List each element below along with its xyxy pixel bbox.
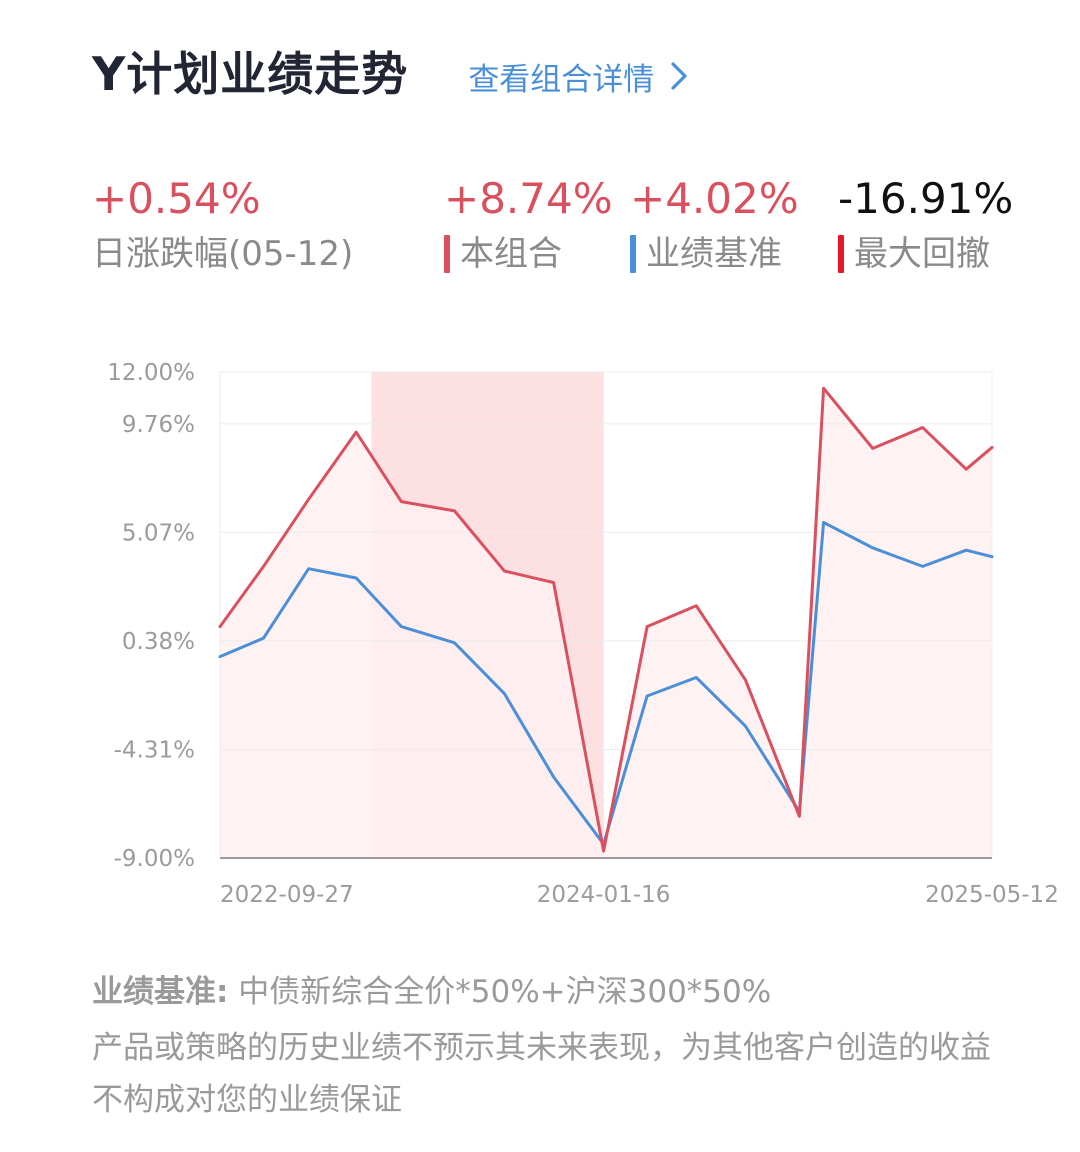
max-drawdown-value: -16.91% [838,174,1014,223]
x-tick-label: 2025-05-12 [925,882,1059,908]
axis-layer: 12.00% 9.76% 5.07% 0.38% -4.31% -9.00% 2022-09… [107,360,1059,908]
area-fill-layer [220,388,992,858]
portfolio-return-value: +8.74% [444,174,613,223]
view-details-label: 查看组合详情 [468,61,655,98]
grid-layer [219,371,993,859]
performance-chart[interactable]: 12.00% 9.76% 5.07% 0.38% -4.31% -9.00% 2022-09… [0,350,1080,920]
y-tick-label: 9.76% [122,412,195,438]
drawdown-legend-label: 最大回撤 [854,234,990,274]
benchmark-return-stat[interactable]: +4.02% 业绩基准 [630,172,799,278]
y-tick-label: 0.38% [122,629,195,655]
benchmark-description-text: 中债新综合全价*50%+沪深300*50% [238,974,772,1010]
benchmark-legend: 业绩基准 [630,230,799,278]
daily-change-stat: +0.54% 日涨跌幅(05-12) [92,172,353,278]
x-tick-label: 2022-09-27 [220,882,354,908]
chevron-right-icon [671,62,687,90]
benchmark-line [218,520,994,846]
y-tick-label: 12.00% [107,360,195,386]
stats-row: +0.54% 日涨跌幅(05-12) +8.74% 本组合 +4.02% 业绩基… [0,172,1080,292]
portfolio-legend-label: 本组合 [460,234,562,274]
max-drawdown-stat[interactable]: -16.91% 最大回撤 [838,172,1013,278]
benchmark-legend-label: 业绩基准 [646,234,782,274]
portfolio-line [218,386,994,853]
view-portfolio-details-link[interactable]: 查看组合详情 [468,54,688,99]
benchmark-description: 业绩基准: 中债新综合全价*50%+沪深300*50% [92,968,1002,1016]
y-tick-label: -9.00% [114,846,195,872]
portfolio-legend-marker [444,235,450,273]
series-layer [218,386,994,853]
drawdown-legend: 最大回撤 [838,230,1013,278]
portfolio-area-fill [220,388,992,858]
benchmark-description-label: 业绩基准: [92,974,229,1010]
footer: 业绩基准: 中债新综合全价*50%+沪深300*50% 产品或策略的历史业绩不预… [92,968,1002,1126]
disclaimer-text: 产品或策略的历史业绩不预示其未来表现，为其他客户创造的收益不构成对您的业绩保证 [92,1030,991,1118]
daily-change-value: +0.54% [92,174,261,223]
y-tick-label: 5.07% [122,520,195,546]
page-title: Y计划业绩走势 [92,47,409,101]
drawdown-legend-marker [838,235,844,273]
portfolio-return-stat[interactable]: +8.74% 本组合 [444,172,613,278]
daily-change-label: 日涨跌幅(05-12) [92,234,354,274]
y-tick-label: -4.31% [114,737,195,763]
benchmark-legend-marker [630,235,636,273]
header: Y计划业绩走势 查看组合详情 [92,38,688,104]
portfolio-legend: 本组合 [444,230,613,278]
x-tick-label: 2024-01-16 [537,882,671,908]
benchmark-return-value: +4.02% [630,174,799,223]
